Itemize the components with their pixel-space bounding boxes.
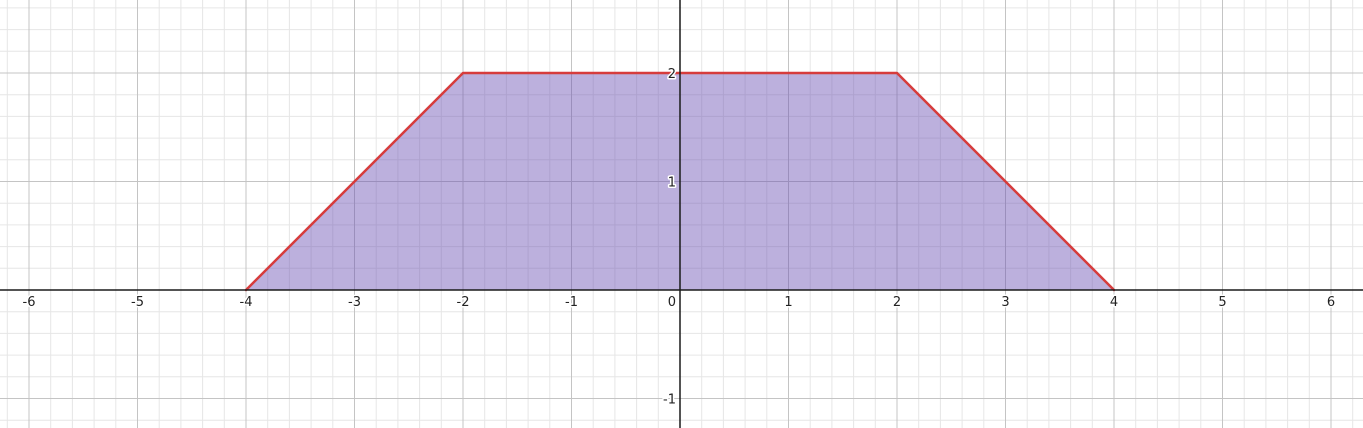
y-tick-label: 2 xyxy=(668,67,676,82)
x-tick-label: 3 xyxy=(1001,295,1009,310)
y-tick-label: 1 xyxy=(668,176,676,191)
x-tick-label: 6 xyxy=(1327,295,1335,310)
x-tick-label: -6 xyxy=(23,295,36,310)
y-tick-label: -1 xyxy=(663,393,676,408)
x-tick-label: 4 xyxy=(1110,295,1118,310)
x-tick-label: -3 xyxy=(348,295,361,310)
x-tick-label: -5 xyxy=(131,295,144,310)
x-tick-label: -4 xyxy=(240,295,253,310)
x-tick-label: 2 xyxy=(893,295,901,310)
x-tick-label: 1 xyxy=(784,295,792,310)
tick-labels: -6 -5 -4 -3 -2 -1 1 2 3 4 5 6 -1 1 2 0 xyxy=(21,66,1337,410)
x-tick-label: -1 xyxy=(565,295,578,310)
origin-label: 0 xyxy=(668,295,676,310)
x-tick-label: -2 xyxy=(457,295,470,310)
x-tick-label: 5 xyxy=(1218,295,1226,310)
